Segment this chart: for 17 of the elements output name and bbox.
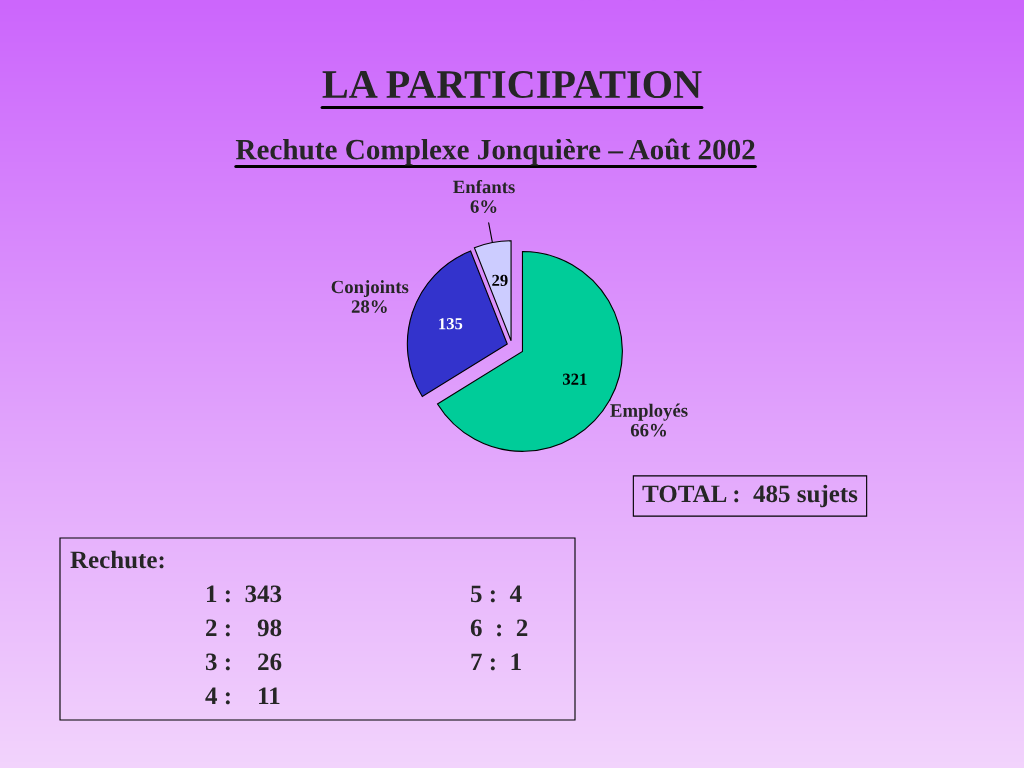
text: 4 : 11 bbox=[205, 687, 280, 705]
chart-subtitle: Rechute Complexe Jonquière – Août 2002 bbox=[235, 138, 755, 166]
data-label: 321 bbox=[562, 373, 587, 385]
data-label: 29 bbox=[492, 274, 508, 286]
text: 6 : 2 bbox=[470, 619, 528, 637]
text: 7 : 1 bbox=[471, 653, 521, 671]
slice-label: Employés 66% bbox=[610, 403, 688, 437]
slice-label: Enfants 6% bbox=[453, 179, 515, 213]
data-label: 135 bbox=[439, 318, 463, 330]
slice-label: Conjoints 28% bbox=[331, 280, 409, 313]
text: 2 : 98 bbox=[206, 619, 282, 637]
text: 1 : 343 bbox=[207, 585, 282, 603]
text: Rechute: bbox=[70, 550, 164, 569]
text: 5 : 4 bbox=[471, 585, 522, 603]
chart-title: LA PARTICIPATION bbox=[322, 71, 702, 99]
text: TOTAL : 485 sujets bbox=[642, 484, 858, 508]
text: 3 : 26 bbox=[205, 653, 282, 671]
